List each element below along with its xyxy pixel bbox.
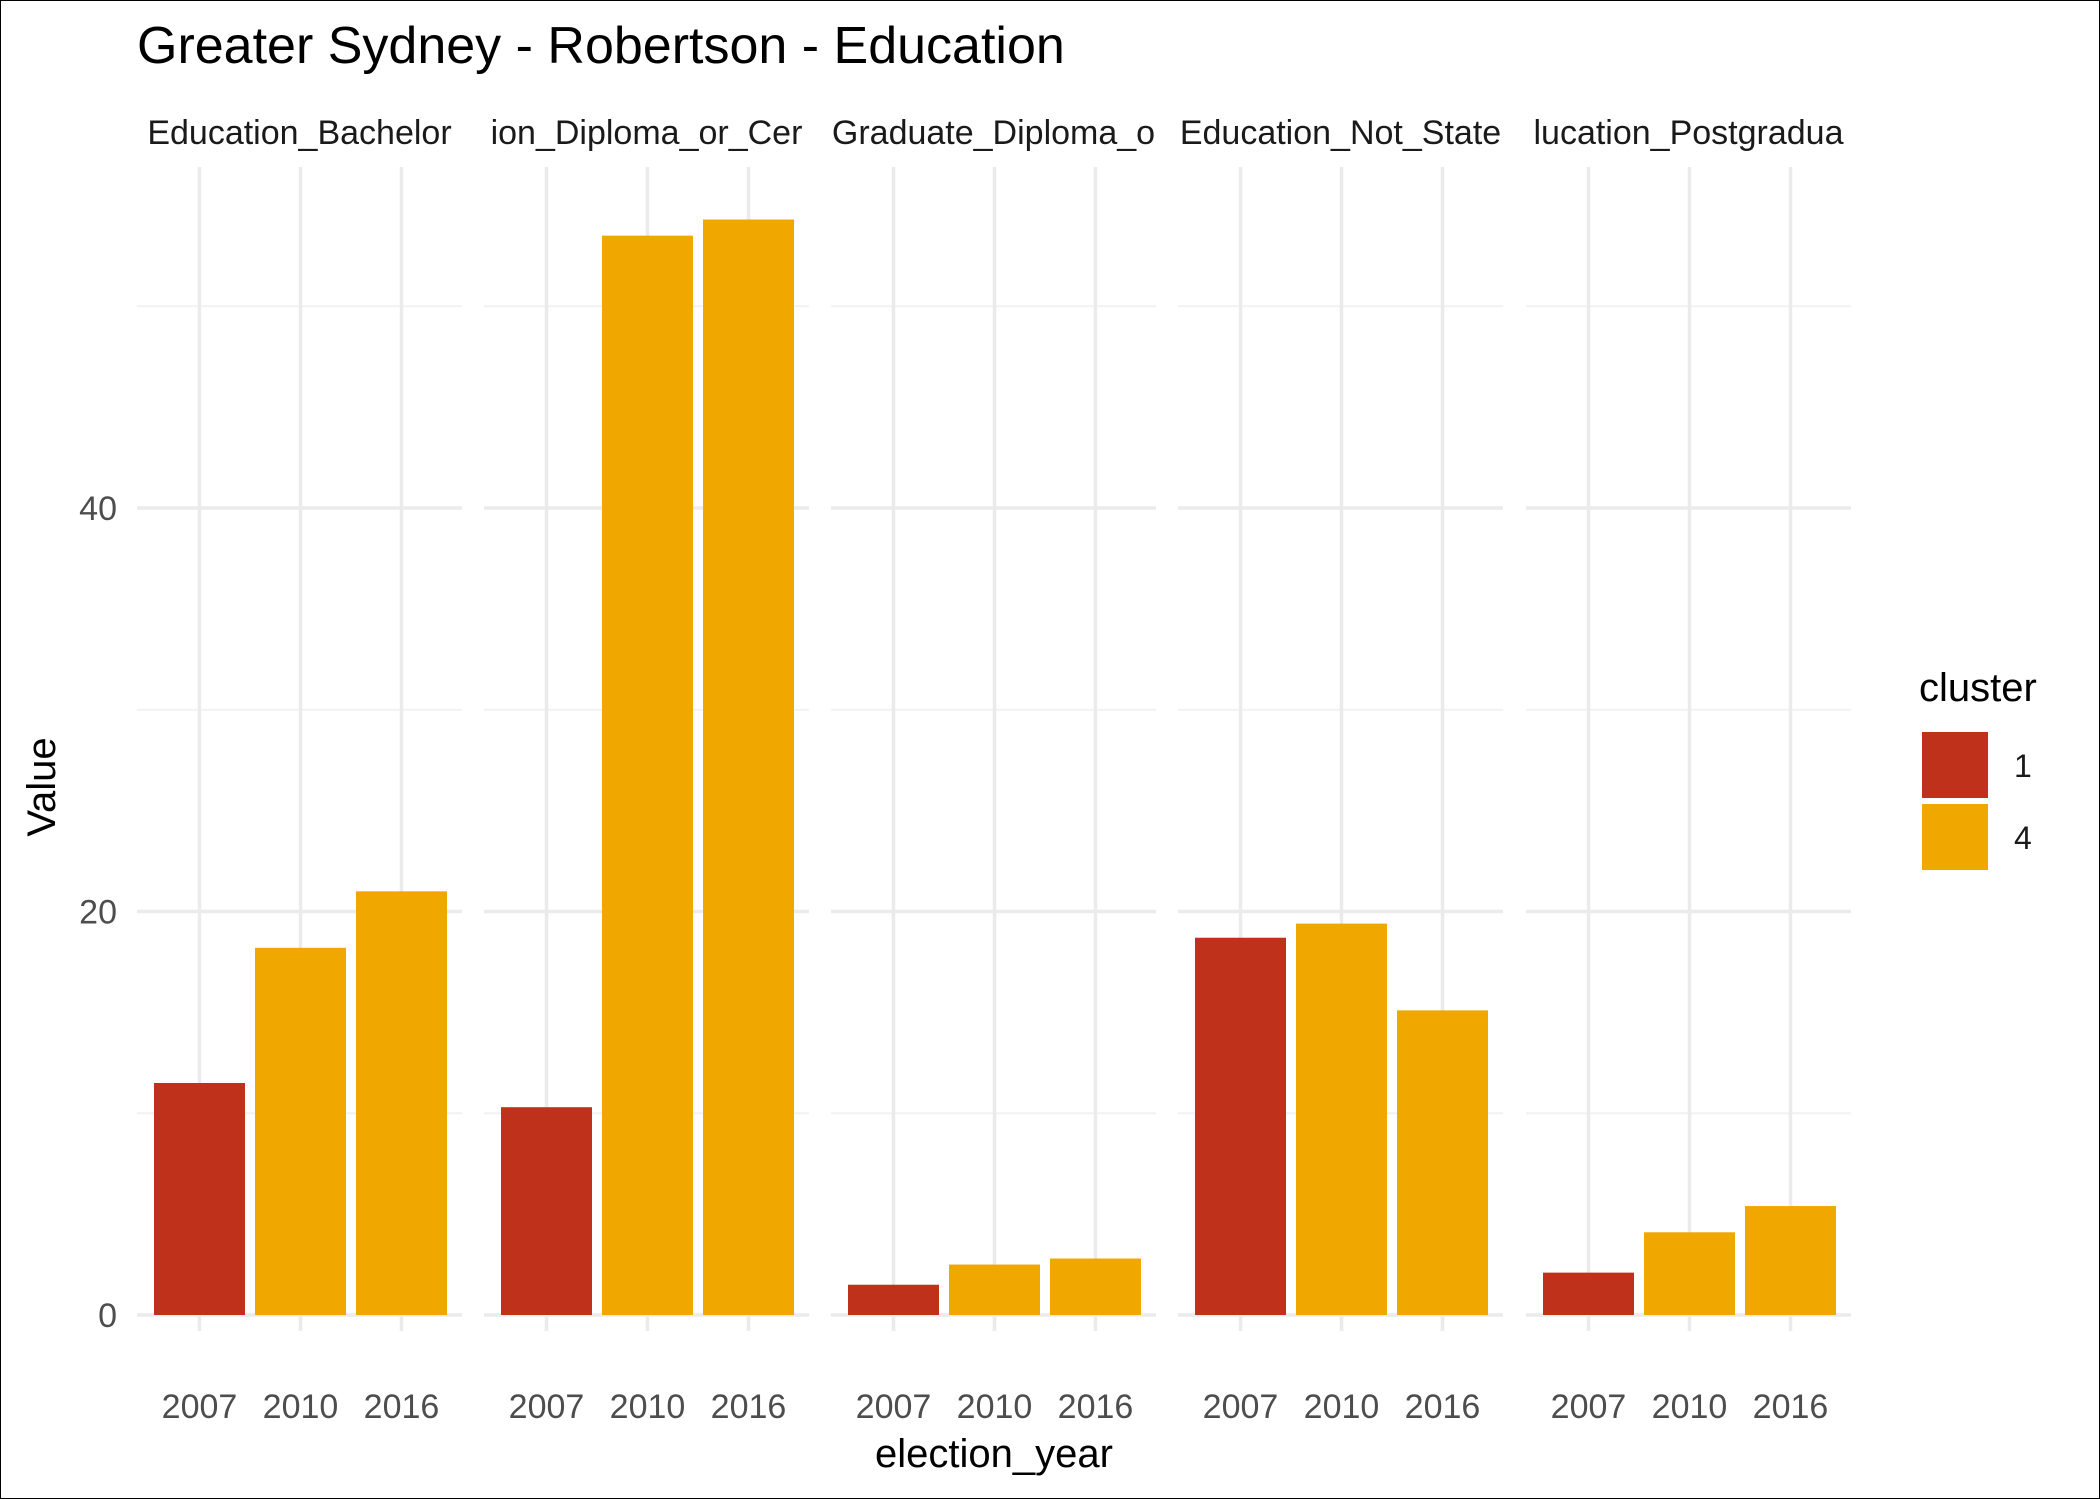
y-tick-label: 20	[79, 894, 117, 932]
x-tick-label: 2007	[856, 1388, 932, 1426]
legend-title: cluster	[1919, 666, 2037, 710]
bar-2010	[949, 1264, 1040, 1315]
facet-panel: Education_Not_State 2007 2010 2016	[1178, 114, 1503, 1426]
bar-2007	[1543, 1272, 1634, 1315]
x-tick-label: 2016	[1753, 1388, 1829, 1426]
facet-strip-label: Education_Bachelor	[147, 114, 451, 152]
x-tick-label: 2007	[162, 1388, 238, 1426]
x-tick-label: 2007	[1551, 1388, 1627, 1426]
x-tick-label: 2010	[1652, 1388, 1728, 1426]
legend-key-1	[1922, 732, 1988, 798]
bar-2007	[154, 1082, 245, 1315]
facet-strip-label: Education_Not_State	[1180, 114, 1501, 152]
x-tick-label: 2010	[610, 1388, 686, 1426]
x-tick-label: 2016	[711, 1388, 787, 1426]
x-tick-label: 2016	[1405, 1388, 1481, 1426]
facet-strip-label: lucation_Postgradua	[1533, 114, 1843, 152]
bar-2010	[1296, 923, 1387, 1315]
y-axis-title: Value	[20, 737, 64, 836]
bar-2016	[1050, 1258, 1141, 1315]
x-tick-label: 2007	[1203, 1388, 1279, 1426]
legend: cluster 1 4	[1919, 666, 2037, 870]
y-tick-label: 0	[98, 1297, 117, 1335]
bar-2007	[848, 1284, 939, 1315]
bar-2010	[255, 947, 346, 1315]
bar-2010	[1644, 1232, 1735, 1315]
bar-2007	[1195, 937, 1286, 1315]
facet-panel: Education_Bachelor 2007 2010 2016	[137, 114, 462, 1426]
x-axis-title: election_year	[875, 1432, 1113, 1476]
x-tick-label: 2016	[1058, 1388, 1134, 1426]
facet-panel: ion_Diploma_or_Cer 2007 2010 2016	[484, 114, 809, 1426]
y-axis: 0 20 40	[79, 490, 117, 1335]
facet-strip-label: Graduate_Diploma_o	[832, 114, 1155, 152]
x-tick-label: 2010	[1304, 1388, 1380, 1426]
facet-panel: Graduate_Diploma_o 2007 2010 2016	[831, 114, 1156, 1426]
legend-key-4	[1922, 804, 1988, 870]
legend-label: 1	[2014, 748, 2032, 784]
bar-2016	[1745, 1206, 1836, 1315]
y-tick-label: 40	[79, 490, 117, 528]
bar-2016	[703, 219, 794, 1315]
bar-2016	[356, 891, 447, 1315]
x-tick-label: 2016	[364, 1388, 440, 1426]
facet-strip-label: ion_Diploma_or_Cer	[491, 114, 803, 152]
x-tick-label: 2010	[957, 1388, 1033, 1426]
chart-title: Greater Sydney - Robertson - Education	[137, 17, 1065, 75]
bar-2010	[602, 235, 693, 1316]
x-tick-label: 2007	[509, 1388, 585, 1426]
x-tick-label: 2010	[263, 1388, 339, 1426]
bar-2016	[1397, 1010, 1488, 1315]
legend-label: 4	[2014, 820, 2032, 856]
bar-2007	[501, 1107, 592, 1315]
facet-panel: lucation_Postgradua 2007 2010 2016	[1526, 114, 1851, 1426]
